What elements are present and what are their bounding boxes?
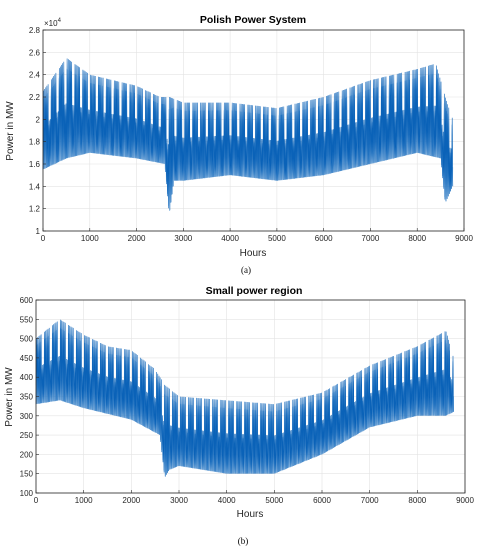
y-tick-label: 300: [20, 412, 34, 421]
y-tick-label: 2.8: [29, 26, 41, 35]
x-tick-label: 7000: [361, 496, 379, 505]
x-tick-label: 1000: [81, 234, 99, 243]
x-tick-label: 7000: [362, 234, 380, 243]
y-tick-labels: 100 150 200 250 300 350 400 450 500 550 600: [20, 296, 39, 498]
series-line: [35, 319, 454, 477]
chart-title: Small power region: [206, 285, 303, 297]
x-tick-labels: 0 1000 2000 3000 4000 5000 6000 7000 8000 9000: [34, 490, 474, 505]
x-tick-label: 0: [41, 234, 46, 243]
y-tick-label: 250: [20, 431, 34, 440]
chart-title: Polish Power System: [200, 14, 306, 26]
y-tick-label: 1.6: [29, 160, 41, 169]
figure-caption: (b): [238, 536, 249, 546]
x-tick-label: 5000: [265, 496, 283, 505]
y-tick-label: 150: [20, 470, 34, 479]
series-group: [35, 319, 454, 477]
x-tick-label: 9000: [456, 496, 474, 505]
y-tick-label: 350: [20, 393, 34, 402]
x-tick-label: 2000: [128, 234, 146, 243]
y-tick-label: 200: [20, 450, 34, 459]
y-tick-label: 2.6: [29, 48, 41, 57]
y-tick-label: 550: [20, 315, 34, 324]
x-tick-label: 1000: [75, 496, 93, 505]
x-axis-label: Hours: [237, 509, 264, 520]
y-tick-label: 1.2: [29, 205, 41, 214]
axis-exponent: ×104: [44, 18, 62, 28]
chart-small-power-region: Small power region 0 1000 2000 3000 4000 5000…: [4, 285, 474, 546]
series-line: [42, 58, 454, 211]
x-tick-label: 9000: [455, 234, 473, 243]
y-axis-label: Power in MW: [4, 367, 15, 427]
y-tick-label: 1.8: [29, 138, 41, 147]
x-tick-label: 0: [34, 496, 39, 505]
y-tick-label: 2.4: [29, 71, 41, 80]
y-tick-label: 1.4: [29, 182, 41, 191]
y-tick-label: 2: [36, 115, 41, 124]
x-tick-label: 6000: [315, 234, 333, 243]
x-tick-label: 8000: [408, 234, 426, 243]
x-tick-label: 6000: [313, 496, 331, 505]
series-group: [42, 58, 454, 212]
x-tick-label: 4000: [218, 496, 236, 505]
chart-polish-power-system: Polish Power System 0 1000 2000 3000 4000 500…: [5, 14, 473, 275]
y-tick-label: 400: [20, 373, 34, 382]
x-tick-labels: 0 1000 2000 3000 4000 5000 6000 7000 8000 9000: [41, 228, 473, 243]
plot-frame: [42, 29, 465, 232]
x-tick-label: 4000: [221, 234, 239, 243]
x-tick-label: 3000: [170, 496, 188, 505]
y-tick-label: 600: [20, 296, 34, 305]
y-tick-label: 500: [20, 335, 34, 344]
y-tick-label: 1: [36, 227, 41, 236]
y-axis-label: Power in MW: [5, 101, 16, 161]
x-axis-label: Hours: [240, 248, 267, 259]
y-tick-label: 2.2: [29, 93, 41, 102]
y-tick-label: 450: [20, 354, 34, 363]
figure-caption: (a): [241, 265, 251, 275]
x-tick-label: 5000: [268, 234, 286, 243]
x-tick-label: 2000: [122, 496, 140, 505]
y-tick-labels: 1 1.2 1.4 1.6 1.8 2 2.2 2.4 2.6 2.8: [29, 26, 46, 236]
x-tick-label: 3000: [174, 234, 192, 243]
y-tick-label: 100: [20, 489, 34, 498]
x-tick-label: 8000: [408, 496, 426, 505]
